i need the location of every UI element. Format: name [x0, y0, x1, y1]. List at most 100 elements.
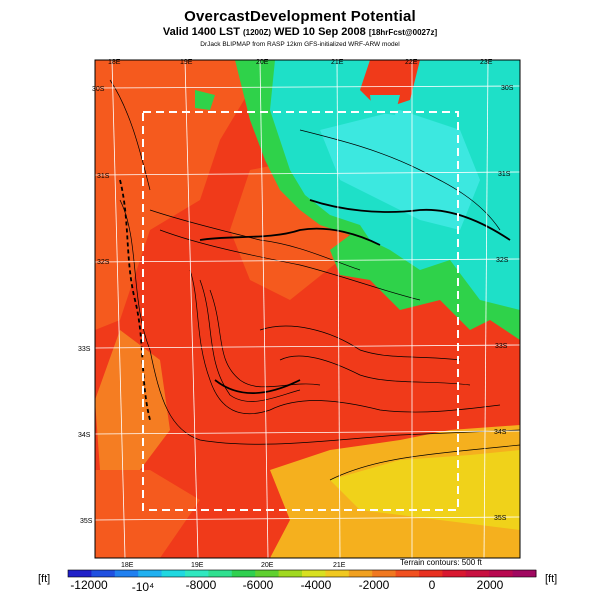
- contour-10: [109, 79, 151, 191]
- terrain-contour-note: Terrain contours: 500 ft: [400, 558, 482, 567]
- field-light-cyan: [320, 110, 480, 230]
- field-green-spot: [195, 90, 215, 110]
- colorbar-tick-label: 2000: [476, 578, 504, 592]
- colorbar-tick-label: -12000: [70, 578, 108, 592]
- meridian-21: [336, 59, 341, 559]
- colorbar-swatch: [419, 570, 443, 577]
- lat-label-right: 35S: [494, 515, 507, 522]
- inner-domain-box: [142, 111, 459, 511]
- parallel-30: [94, 85, 521, 89]
- colorbar-swatch: [465, 570, 490, 577]
- contour-11: [329, 444, 520, 481]
- meridian-19: [184, 59, 199, 559]
- lat-label-right: 33S: [495, 343, 508, 350]
- lon-label-top: 23E: [480, 59, 493, 66]
- field-patch-west: [95, 60, 250, 330]
- parallel-31: [94, 171, 521, 176]
- colorbar-swatch: [68, 570, 92, 577]
- terrain-contours: [109, 79, 520, 481]
- map-subtitle: Valid 1400 LST (1200Z) WED 10 Sep 2008 […: [0, 26, 600, 38]
- colorbar-frame: [67, 569, 537, 578]
- model-credit: DrJack BLIPMAP from RASP 12km GFS-initia…: [200, 41, 400, 48]
- colorbar-swatch: [325, 570, 350, 577]
- contour-5: [259, 325, 461, 361]
- lat-label-left: 35S: [80, 518, 93, 525]
- meridian-18: [111, 59, 126, 559]
- meridian-23: [483, 59, 489, 559]
- colorbar-swatch: [395, 570, 420, 577]
- colorbar-swatch: [185, 570, 209, 577]
- lon-label-top: 20E: [256, 59, 269, 66]
- colorbar-swatch: [302, 570, 326, 577]
- field-cyan-spot: [370, 95, 400, 115]
- parallel-33: [94, 344, 521, 349]
- lat-labels-left: 30S 31S 32S 33S 34S 35S: [78, 86, 110, 525]
- lon-label-bottom: 19E: [191, 562, 204, 569]
- forecast-info: [18hrFcst@0027z]: [368, 28, 438, 37]
- colorbar-tick-label: 0: [428, 578, 436, 592]
- lon-labels-top: 18E 19E 20E 21E 22E 23E: [108, 59, 493, 66]
- lat-label-right: 34S: [494, 429, 507, 436]
- colorbar-swatch: [348, 570, 373, 577]
- colorbar-tick-label: -6000: [242, 578, 274, 592]
- colorbar-tick-label: -8000: [185, 578, 217, 592]
- valid-time: Valid 1400 LST: [162, 26, 240, 38]
- colorbar-swatch: [231, 570, 256, 577]
- contour-8: [159, 229, 421, 301]
- lat-label-right: 30S: [501, 85, 514, 92]
- colorbar-tick-label: -4000: [300, 578, 332, 592]
- parallel-35: [94, 516, 521, 521]
- parallel-34: [94, 430, 521, 435]
- field-layer: [95, 60, 520, 558]
- colorbar-swatch: [114, 570, 139, 577]
- colorbar: [68, 570, 537, 577]
- valid-date: WED 10 Sep 2008: [274, 26, 366, 38]
- lat-label-left: 31S: [97, 173, 110, 180]
- colorbar-tick-label: -10⁴: [131, 580, 155, 594]
- lon-labels-bottom: 18E 19E 20E 21E: [121, 562, 346, 569]
- lon-label-top: 21E: [331, 59, 344, 66]
- field-patch-southwest: [95, 330, 170, 470]
- lon-label-bottom: 21E: [333, 562, 346, 569]
- lon-label-bottom: 18E: [121, 562, 134, 569]
- contour-bold-3: [214, 379, 301, 395]
- lat-label-left: 33S: [78, 346, 91, 353]
- lat-label-left: 34S: [78, 432, 91, 439]
- lat-label-right: 31S: [498, 171, 511, 178]
- field-patch-south: [95, 470, 200, 558]
- colorbar-tick-label: -2000: [358, 578, 390, 592]
- lat-label-left: 30S: [92, 86, 105, 93]
- utc-time: (1200Z): [242, 28, 271, 37]
- map-frame: [94, 59, 521, 559]
- lon-label-top: 19E: [180, 59, 193, 66]
- lon-label-top: 18E: [108, 59, 121, 66]
- contour-bold-1: [199, 227, 381, 246]
- colorbar-swatch: [255, 570, 280, 577]
- contour-bold-dashed: [119, 179, 151, 421]
- colorbar-swatch: [489, 570, 514, 577]
- meridian-20: [259, 59, 269, 559]
- colorbar-swatch: [372, 570, 397, 577]
- contour-9: [299, 129, 501, 231]
- lat-label-right: 32S: [496, 257, 509, 264]
- colorbar-swatch: [442, 570, 467, 577]
- contour-3: [199, 279, 301, 402]
- colorbar-swatch: [278, 570, 303, 577]
- parallel-32: [94, 258, 521, 263]
- contour-6: [279, 355, 471, 386]
- lon-label-top: 22E: [405, 59, 418, 66]
- lat-label-left: 32S: [97, 259, 110, 266]
- map-title: OvercastDevelopment Potential: [184, 8, 416, 25]
- colorbar-swatch: [161, 570, 186, 577]
- colorbar-swatch: [91, 570, 116, 577]
- colorbar-swatch: [512, 570, 537, 577]
- contour-2: [189, 269, 501, 414]
- lat-labels-right: 30S 31S 32S 33S 34S 35S: [494, 85, 514, 522]
- lat-lon-grid: [94, 59, 521, 559]
- colorbar-swatch: [138, 570, 163, 577]
- colorbar-unit-right: [ft]: [545, 573, 558, 585]
- colorbar-unit-left: [ft]: [38, 573, 51, 585]
- contour-1: [119, 199, 520, 445]
- lon-label-bottom: 20E: [261, 562, 274, 569]
